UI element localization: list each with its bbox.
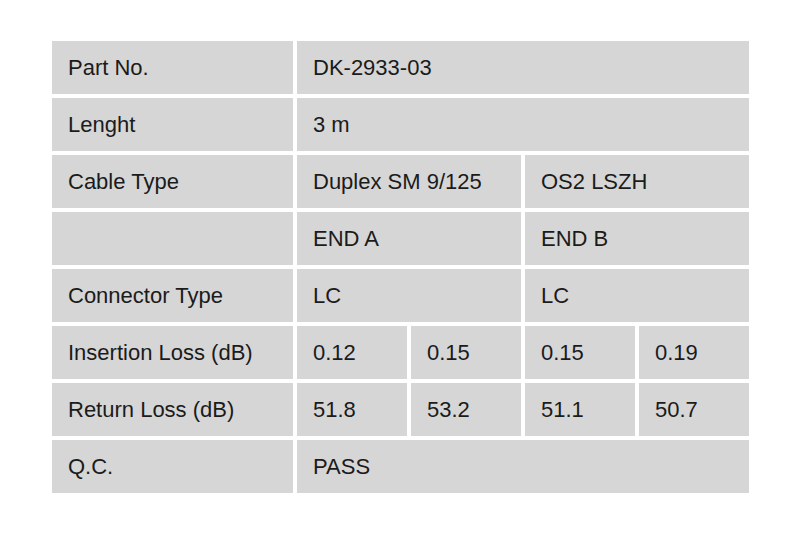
spec-table: Part No. DK-2933-03 Lenght 3 m Cable Typ… <box>52 41 749 493</box>
insertion-loss-label: Insertion Loss (dB) <box>52 326 293 379</box>
empty-label-cell <box>52 212 293 265</box>
return-loss-end-b-2: 50.7 <box>639 383 749 436</box>
qc-label: Q.C. <box>52 440 293 493</box>
connector-type-end-b: LC <box>525 269 749 322</box>
length-value: 3 m <box>297 98 749 151</box>
cable-type-value-fiber: Duplex SM 9/125 <box>297 155 521 208</box>
part-no-value: DK-2933-03 <box>297 41 749 94</box>
return-loss-label: Return Loss (dB) <box>52 383 293 436</box>
return-loss-end-a-2: 53.2 <box>411 383 521 436</box>
part-no-label: Part No. <box>52 41 293 94</box>
insertion-loss-end-a-2: 0.15 <box>411 326 521 379</box>
length-label: Lenght <box>52 98 293 151</box>
cable-type-value-jacket: OS2 LSZH <box>525 155 749 208</box>
connector-type-label: Connector Type <box>52 269 293 322</box>
return-loss-end-a-1: 51.8 <box>297 383 407 436</box>
end-a-header: END A <box>297 212 521 265</box>
insertion-loss-end-b-2: 0.19 <box>639 326 749 379</box>
insertion-loss-end-a-1: 0.12 <box>297 326 407 379</box>
insertion-loss-end-b-1: 0.15 <box>525 326 635 379</box>
end-b-header: END B <box>525 212 749 265</box>
qc-value: PASS <box>297 440 749 493</box>
cable-type-label: Cable Type <box>52 155 293 208</box>
return-loss-end-b-1: 51.1 <box>525 383 635 436</box>
connector-type-end-a: LC <box>297 269 521 322</box>
